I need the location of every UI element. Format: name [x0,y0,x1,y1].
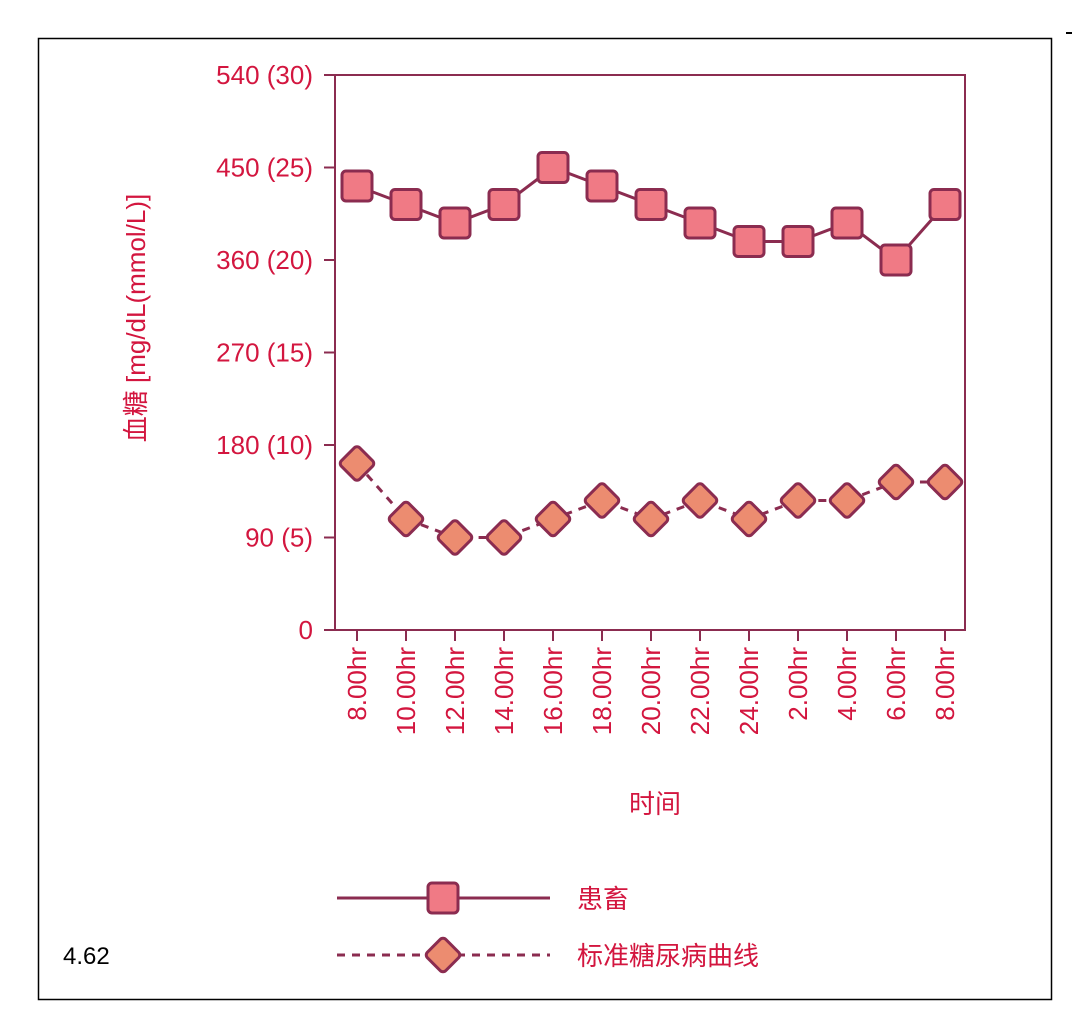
patient-point [732,225,766,258]
x-tick-label: 20.00hr [636,647,666,736]
standard-point [926,463,964,501]
patient-point [928,188,962,221]
standard-point [387,500,425,538]
figure-frame [37,37,1053,1001]
x-tick-label: 24.00hr [734,647,764,736]
standard-point [632,500,670,538]
legend: 患畜 标准糖尿病曲线 [337,881,759,974]
patient-point [389,188,423,221]
standard-point [877,463,915,501]
standard-point [681,482,719,519]
standard-point [436,519,474,556]
patient-point [487,188,521,221]
x-tick-label: 14.00hr [489,647,519,736]
y-tick-label: 0 [299,615,313,645]
legend-label-patient: 患畜 [577,884,629,914]
standard-point [779,482,817,519]
y-axis-label: 血糖 [mg/dL(mmol/L)] [121,194,151,443]
patient-point [830,206,864,240]
patient-point [683,206,717,240]
patient-point [879,243,913,277]
standard-point [583,482,621,519]
x-tick-label: 8.00hr [930,647,960,721]
standard-point [485,519,523,556]
standard-point [338,445,376,482]
legend-label-standard: 标准糖尿病曲线 [577,941,759,971]
legend-marker-square [426,881,460,915]
y-tick-label: 90 (5) [245,523,313,553]
y-tick-label: 540 (30) [216,60,313,90]
y-tick-label: 180 (10) [216,430,313,460]
x-tick-label: 6.00hr [881,647,911,721]
y-tick-label: 450 (25) [216,153,313,183]
x-tick-label: 8.00hr [342,647,372,721]
patient-point [340,169,374,203]
standard-point [828,482,866,519]
x-tick-label: 4.00hr [832,647,862,721]
patient-point [634,188,668,221]
x-tick-label: 18.00hr [587,647,617,736]
figure-number: 4.62 [63,943,110,970]
y-tick-label: 270 (15) [216,338,313,368]
plot-area [334,74,966,631]
x-tick-label: 16.00hr [538,647,568,736]
x-tick-label: 2.00hr [783,647,813,721]
x-axis-label: 时间 [629,789,681,819]
patient-point [438,206,472,240]
standard-point [730,500,768,538]
legend-marker-diamond [424,936,462,974]
x-tick-label: 12.00hr [440,647,470,736]
standard-point [534,500,572,538]
patient-point [536,151,570,184]
patient-point [781,225,815,258]
x-tick-label: 10.00hr [391,647,421,736]
x-tick-label: 22.00hr [685,647,715,736]
y-tick-label: 360 (20) [216,245,313,275]
patient-point [585,169,619,203]
